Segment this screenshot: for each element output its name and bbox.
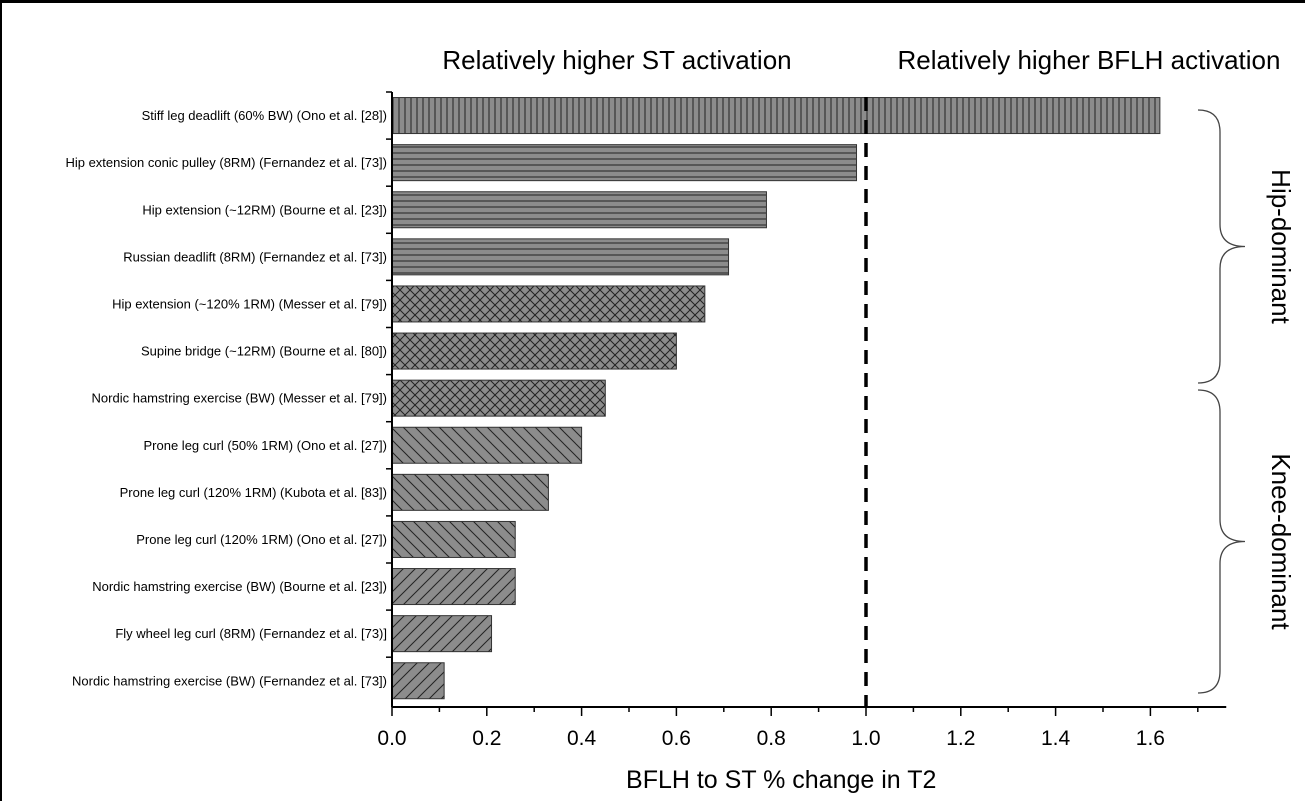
x-tick-label: 0.4 [567,727,597,750]
bar [391,662,445,700]
bar [391,615,493,653]
category-label: Fly wheel leg curl (8RM) (Fernandez et a… [115,626,387,641]
x-tick-label: 0.8 [757,727,786,750]
category-label: Hip extension (~12RM) (Bourne et al. [23… [142,202,387,217]
category-label: Nordic hamstring exercise (BW) (Fernande… [72,673,387,688]
bar [391,238,730,276]
bar [391,332,677,370]
group-label: Hip-dominant [1266,169,1296,324]
x-tick-label: 0.0 [377,727,406,750]
category-label: Russian deadlift (8RM) (Fernandez et al.… [123,249,387,264]
x-tick-label: 0.6 [662,727,691,750]
x-tick-label: 1.2 [946,727,975,750]
group-brace [1197,109,1246,384]
bar [391,568,516,606]
bar [391,144,858,182]
bar [391,426,583,464]
bar [391,285,706,323]
bar [391,520,516,558]
x-axis-title: BFLH to ST % change in T2 [626,766,936,794]
x-tick-label: 1.6 [1136,727,1165,750]
category-label: Hip extension (~120% 1RM) (Messer et al.… [112,296,387,311]
category-label: Prone leg curl (120% 1RM) (Ono et al. [2… [136,532,387,547]
x-tick-label: 1.4 [1041,727,1071,750]
bar [391,191,767,229]
group-label: Knee-dominant [1266,453,1296,630]
x-tick-label: 1.0 [851,727,880,750]
category-label: Prone leg curl (120% 1RM) (Kubota et al.… [120,485,387,500]
x-tick-label: 0.2 [472,727,501,750]
right-header: Relatively higher BFLH activation [898,45,1281,75]
bar [391,379,606,417]
left-header: Relatively higher ST activation [442,45,791,75]
category-label: Supine bridge (~12RM) (Bourne et al. [80… [141,344,387,359]
bar [391,97,1161,135]
bar [391,473,549,511]
group-brace [1197,389,1246,694]
category-label: Prone leg curl (50% 1RM) (Ono et al. [27… [144,438,388,453]
category-label: Hip extension conic pulley (8RM) (Fernan… [65,155,387,170]
category-label: Nordic hamstring exercise (BW) (Bourne e… [92,579,387,594]
category-label: Nordic hamstring exercise (BW) (Messer e… [92,391,387,406]
category-label: Stiff leg deadlift (60% BW) (Ono et al. … [142,108,387,123]
